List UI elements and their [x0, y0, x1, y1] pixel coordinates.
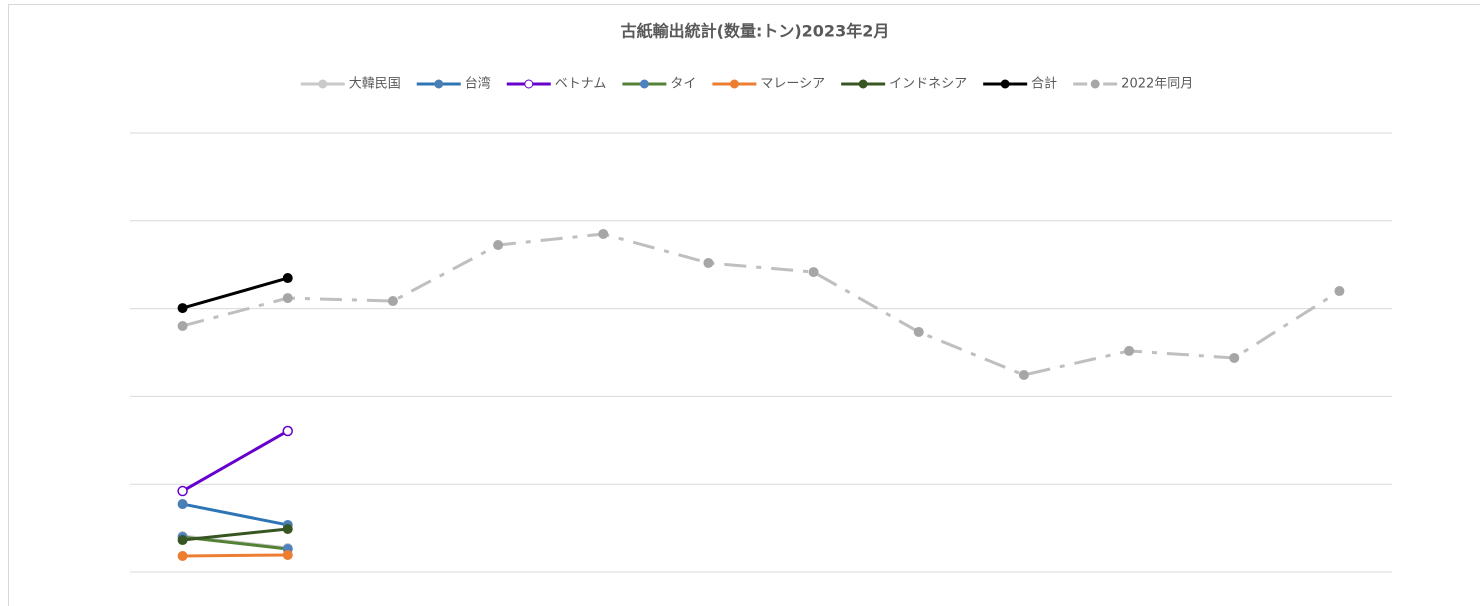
- legend-marker: [729, 79, 739, 89]
- data-point: [1124, 345, 1135, 356]
- legend-marker: [318, 79, 328, 89]
- data-point: [703, 257, 714, 268]
- legend-marker: [639, 79, 649, 89]
- data-point: [177, 320, 188, 331]
- legend-label: インドネシア: [889, 77, 967, 92]
- data-point: [282, 293, 293, 304]
- data-point: [493, 240, 504, 251]
- data-point: [387, 296, 398, 307]
- series-line: [181, 429, 289, 493]
- legend-label: マレーシア: [760, 77, 825, 92]
- series-line: [182, 502, 289, 527]
- data-point: [1334, 286, 1345, 297]
- legend-marker: [524, 79, 534, 89]
- data-point: [177, 535, 188, 546]
- chart-frame: [8, 4, 1480, 606]
- series-line: [182, 232, 1341, 377]
- legend-marker: [858, 79, 868, 89]
- data-point: [282, 549, 293, 560]
- data-point: [177, 551, 188, 562]
- data-point: [177, 499, 188, 510]
- series-line: [182, 527, 288, 542]
- chart-title: 古紙輸出統計(数量:トン)2023年2月: [621, 22, 890, 41]
- legend-marker: [1090, 79, 1100, 89]
- data-point: [1018, 369, 1029, 380]
- legend-marker: [434, 79, 444, 89]
- data-point: [177, 303, 188, 314]
- legend-label: 大韓民国: [349, 77, 401, 92]
- data-point: [177, 485, 188, 497]
- legend-label: 合計: [1031, 76, 1057, 92]
- legend-label: 2022年同月: [1121, 77, 1193, 92]
- series-line: [182, 276, 289, 310]
- data-point: [282, 425, 293, 437]
- data-point: [598, 228, 609, 239]
- series-line: [182, 553, 288, 558]
- data-point: [282, 523, 293, 534]
- data-point: [1229, 352, 1240, 363]
- legend-marker: [1000, 79, 1010, 89]
- legend: 大韓民国 台湾 ベトナム タイ マレーシア インドネシア 合計 2022年同月: [300, 76, 1193, 92]
- data-point: [282, 273, 293, 284]
- data-point: [913, 326, 924, 337]
- legend-label: 台湾: [465, 76, 491, 92]
- legend-label: タイ: [670, 77, 696, 92]
- legend-label: ベトナム: [555, 77, 607, 92]
- data-point: [808, 267, 819, 278]
